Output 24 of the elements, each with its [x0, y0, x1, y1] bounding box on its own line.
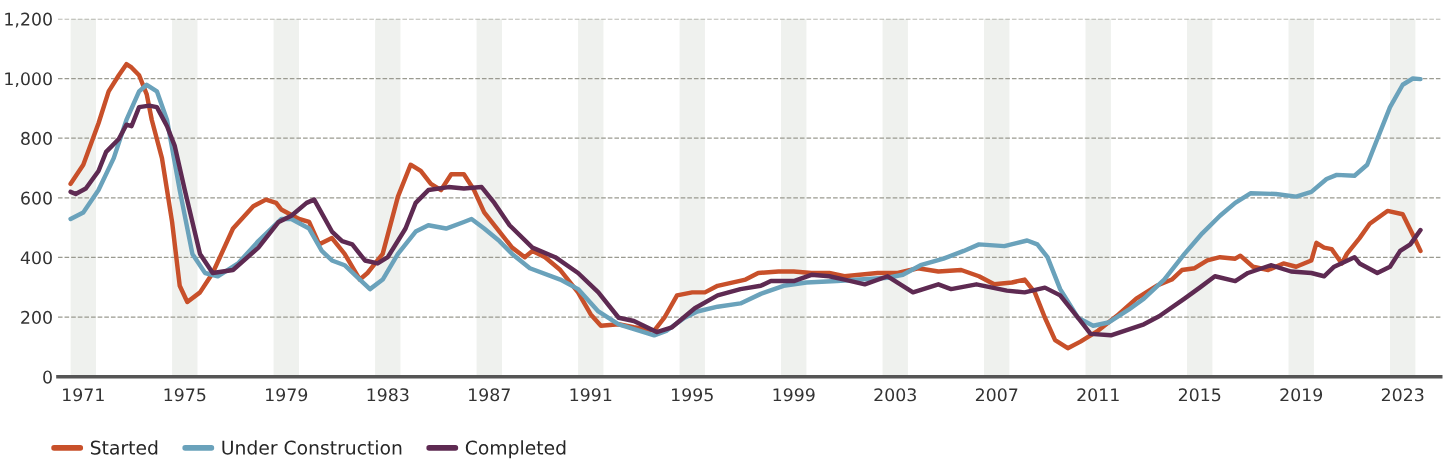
x-tick-label: 1999 — [773, 388, 815, 402]
x-tick-label: 2011 — [1077, 388, 1119, 402]
y-tick-label: 1,000 — [5, 72, 52, 88]
legend-label: Completed — [465, 440, 566, 459]
x-tick-label: 1991 — [570, 388, 612, 402]
x-tick-label: 1971 — [63, 388, 104, 402]
x-tick-label: 1995 — [672, 388, 713, 402]
y-tick-label: 600 — [21, 191, 52, 205]
x-tick-label: 1979 — [266, 388, 308, 402]
x-tick-label: 2015 — [1178, 388, 1221, 402]
x-tick-label: 2007 — [975, 388, 1018, 402]
y-tick-label: 0 — [43, 370, 52, 384]
y-tick-label: 1,200 — [5, 12, 52, 28]
x-tick-label: 1975 — [164, 388, 206, 402]
legend-label: Under Construction — [222, 440, 402, 455]
x-tick-label: 2019 — [1280, 388, 1323, 402]
y-tick-label: 800 — [21, 131, 52, 145]
y-tick-label: 400 — [20, 251, 52, 265]
x-tick-label: 2003 — [874, 388, 916, 402]
y-tick-label: 200 — [21, 310, 52, 324]
x-tick-label: 1987 — [469, 388, 510, 402]
legend-label: Started — [90, 440, 158, 455]
x-tick-label: 2023 — [1381, 388, 1424, 402]
x-tick-label: 1983 — [367, 388, 409, 402]
